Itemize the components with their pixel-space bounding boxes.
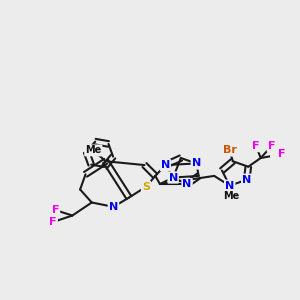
- Text: F: F: [49, 217, 57, 227]
- Text: N: N: [182, 179, 192, 189]
- Text: N: N: [225, 181, 234, 191]
- Text: Br: Br: [223, 146, 237, 155]
- Text: F: F: [252, 141, 260, 151]
- Text: S: S: [142, 182, 150, 192]
- Text: F: F: [52, 205, 59, 215]
- Text: N: N: [242, 175, 251, 185]
- Text: N: N: [161, 160, 170, 170]
- Text: Me: Me: [85, 146, 101, 155]
- Text: F: F: [278, 149, 285, 159]
- Text: N: N: [169, 172, 178, 182]
- Text: Me: Me: [223, 191, 239, 201]
- Text: F: F: [268, 141, 275, 151]
- Text: N: N: [192, 158, 201, 168]
- Text: N: N: [109, 202, 118, 212]
